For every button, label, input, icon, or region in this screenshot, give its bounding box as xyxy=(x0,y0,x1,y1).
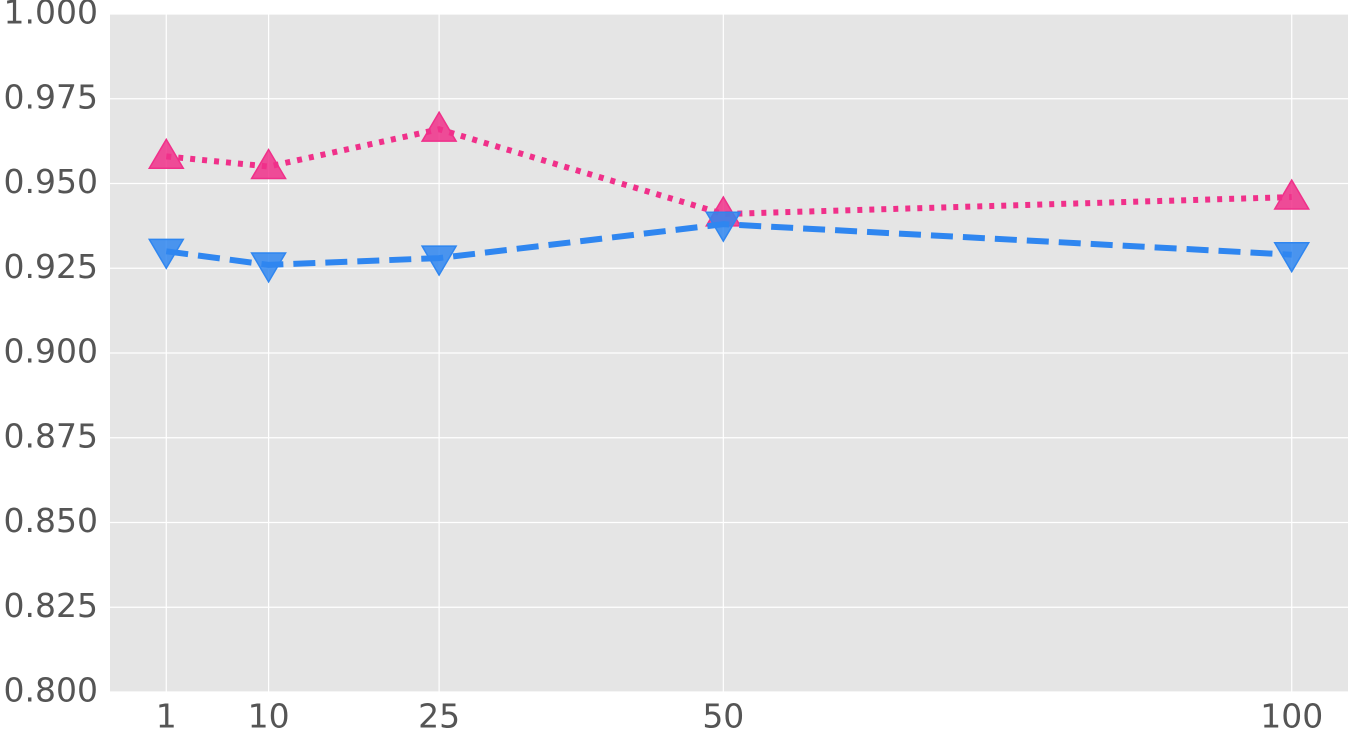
data-point xyxy=(420,245,458,277)
x-tick-label: 10 xyxy=(248,697,290,736)
x-tick-label: 25 xyxy=(418,697,460,736)
y-tick-label: 0.900 xyxy=(4,332,98,371)
data-point xyxy=(147,238,185,270)
x-tick-label: 1 xyxy=(156,697,177,736)
data-point xyxy=(147,137,185,170)
x-tick-label: 100 xyxy=(1260,697,1323,736)
y-tick-label: 0.875 xyxy=(4,416,98,455)
data-point xyxy=(250,252,287,284)
y-tick-label: 0.825 xyxy=(4,586,98,625)
y-tick-label: 1.000 xyxy=(4,0,98,32)
x-tick-label: 50 xyxy=(702,697,744,736)
y-tick-label: 0.975 xyxy=(4,77,98,116)
data-point xyxy=(1273,178,1311,210)
data-point xyxy=(1273,242,1311,274)
y-tick-label: 0.850 xyxy=(4,501,98,540)
data-point xyxy=(705,211,742,243)
data-point xyxy=(420,110,458,142)
y-tick-label: 0.925 xyxy=(4,247,98,286)
y-tick-label: 0.950 xyxy=(4,162,98,201)
data-point xyxy=(250,148,287,180)
y-tick-label: 0.800 xyxy=(4,671,98,710)
